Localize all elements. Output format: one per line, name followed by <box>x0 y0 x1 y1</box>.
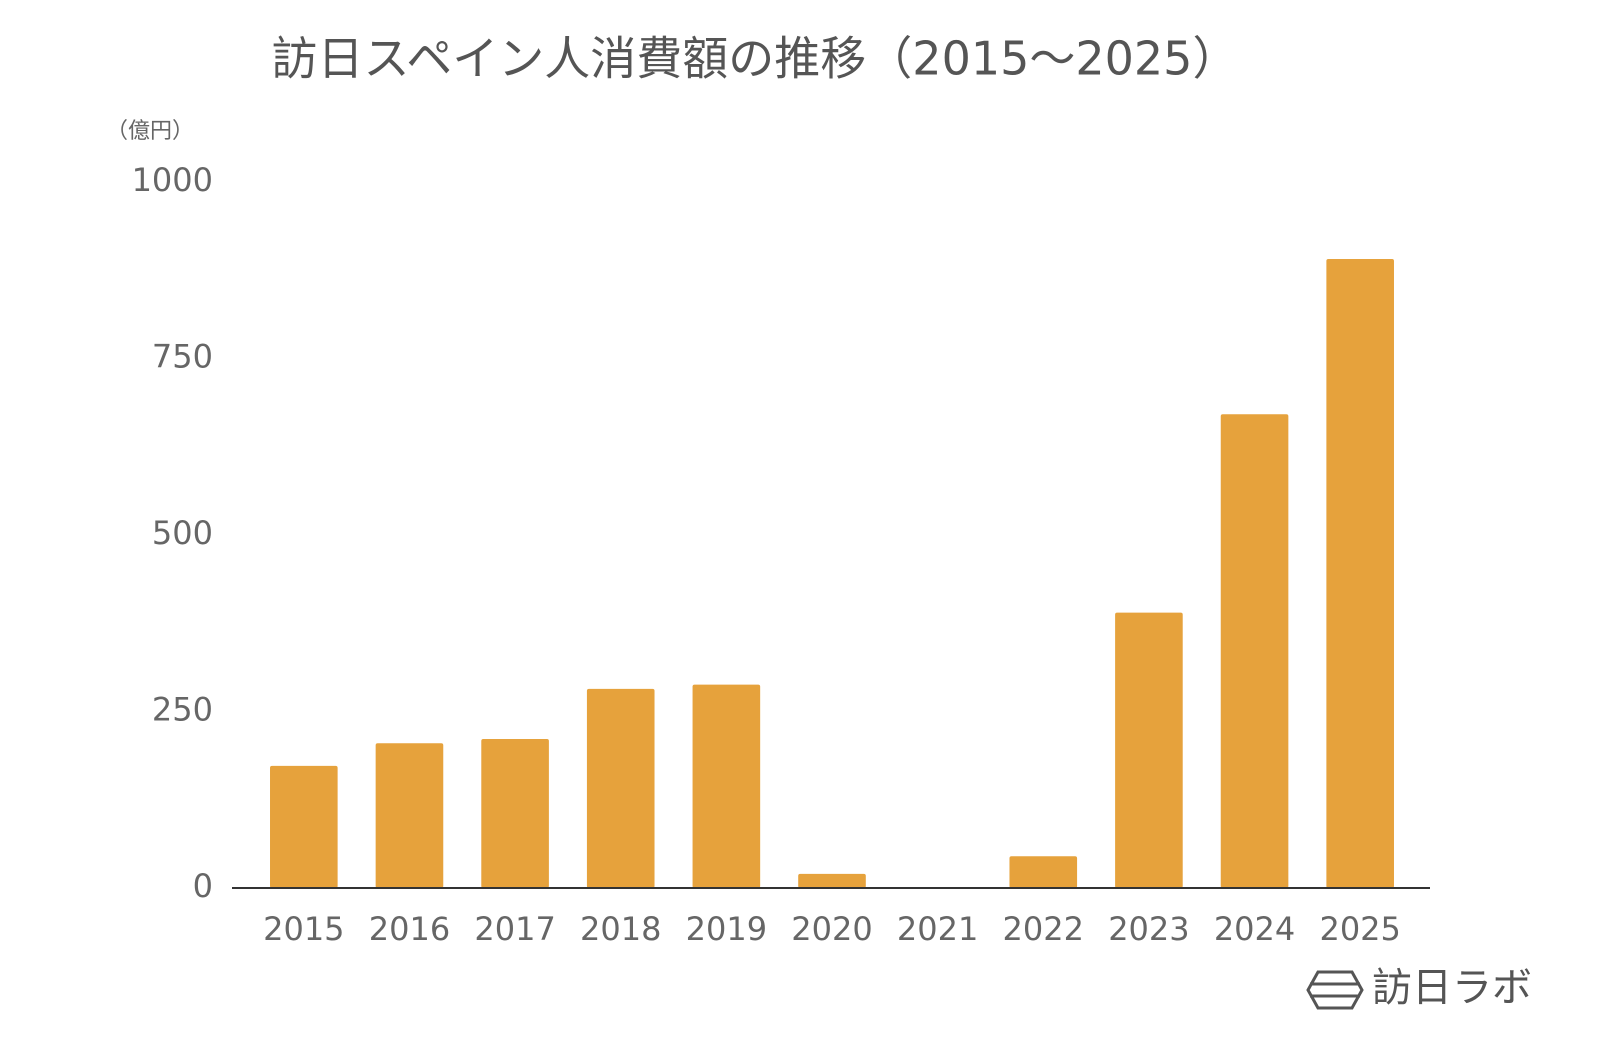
bar <box>586 688 655 888</box>
bar <box>270 765 338 888</box>
x-tick-label: 2020 <box>791 910 872 948</box>
x-tick-label: 2017 <box>474 910 555 948</box>
brand-logo: 訪日ラボ <box>1306 965 1532 1011</box>
x-tick-label: 2023 <box>1108 910 1189 948</box>
y-axis-label: （億円） <box>106 119 194 144</box>
y-tick-label: 1000 <box>132 161 213 199</box>
y-tick-label: 500 <box>152 514 213 552</box>
y-tick-label: 750 <box>152 338 213 376</box>
x-tick-label: 2019 <box>686 910 767 948</box>
bar <box>692 684 761 888</box>
chart-title: 訪日スペイン人消費額の推移（2015～2025） <box>272 32 1239 86</box>
bar <box>481 739 549 888</box>
x-tick-label: 2016 <box>369 910 450 948</box>
y-tick-label: 0 <box>193 867 213 905</box>
bar <box>1115 612 1183 888</box>
x-tick-label: 2022 <box>1003 910 1084 948</box>
bar <box>798 873 866 888</box>
logo-icon <box>1306 970 1364 1010</box>
x-tick-label: 2024 <box>1214 910 1295 948</box>
y-tick-label: 250 <box>152 691 213 729</box>
bar <box>1009 856 1078 888</box>
x-tick-label: 2021 <box>897 910 978 948</box>
bar <box>1220 414 1289 888</box>
brand-name: 訪日ラボ <box>1372 965 1532 1011</box>
bar <box>1326 258 1394 889</box>
x-tick-label: 2025 <box>1319 910 1400 948</box>
x-tick-label: 2015 <box>263 910 344 948</box>
bar <box>375 743 444 888</box>
x-tick-label: 2018 <box>580 910 661 948</box>
